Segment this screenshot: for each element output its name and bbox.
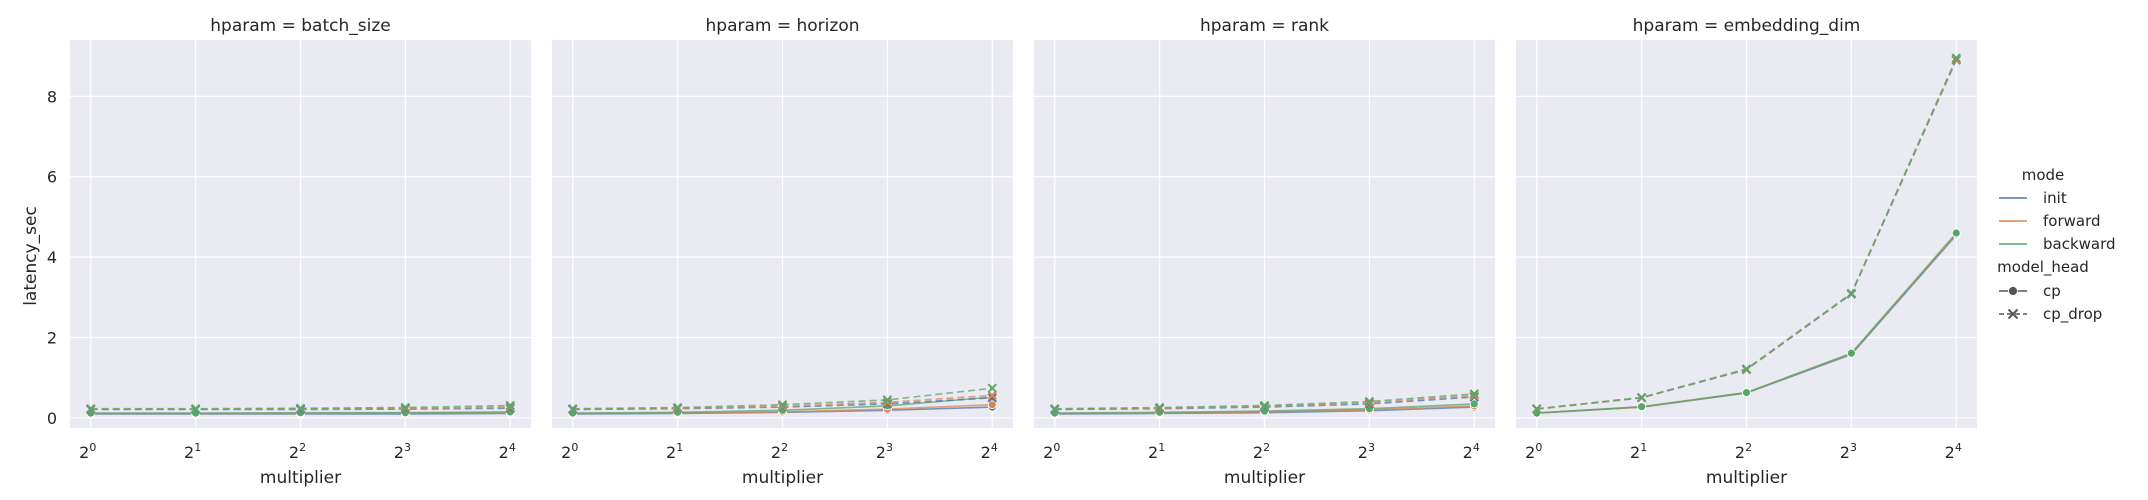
panel-title: hparam = rank	[1200, 16, 1329, 36]
x-axis-label: multiplier	[1706, 468, 1787, 488]
y-tick-label: 4	[47, 248, 57, 267]
data-point-backward-cp_drop	[1636, 392, 1647, 403]
facet-panel: hparam = horizon 20 21 22 23 24 multiplier	[552, 16, 1013, 488]
panel-title: hparam = batch_size	[210, 16, 390, 36]
data-point-backward-cp_drop	[777, 399, 788, 410]
panel-title: hparam = embedding_dim	[1633, 16, 1861, 36]
x-axis-label: multiplier	[260, 468, 341, 488]
panel-title: hparam = horizon	[706, 16, 860, 36]
legend-item-cp_drop: cp_drop	[2043, 305, 2102, 324]
y-tick-label: 8	[47, 87, 57, 106]
data-point-backward-cp	[1469, 399, 1479, 409]
facet-panel: hparam = embedding_dim 20 21 22 23 24 multipli…	[1516, 16, 1977, 488]
legend-item-forward: forward	[2043, 212, 2101, 230]
data-point-init-cp_drop	[1469, 392, 1479, 402]
data-point-forward-cp_drop	[505, 402, 515, 412]
data-point-backward-cp_drop	[1951, 53, 1961, 63]
x-tick-label: 22	[289, 441, 306, 462]
legend-hue-items: init forward backward	[1999, 189, 2116, 253]
x-axis-label: multiplier	[742, 468, 823, 488]
data-point-backward-cp_drop	[1469, 389, 1479, 399]
x-tick-label: 23	[1358, 441, 1375, 462]
data-point-init-cp_drop	[987, 393, 997, 403]
data-point-forward-cp_drop	[777, 401, 788, 411]
y-tick-label: 6	[47, 168, 57, 187]
data-point-forward-cp_drop	[1469, 390, 1479, 401]
x-tick-label: 22	[1735, 441, 1752, 462]
data-point-backward-cp_drop	[86, 403, 96, 414]
legend-style-items: cp cp_drop	[1999, 282, 2102, 324]
x-tick-label: 20	[561, 441, 578, 462]
data-point-backward-cp_drop	[505, 400, 515, 411]
y-axis-label: latency_sec	[21, 206, 41, 306]
x-axis-label: multiplier	[1224, 468, 1305, 488]
facet-panel: hparam = rank 20 21 22 23 24 multiplier	[1034, 16, 1495, 488]
legend-item-init: init	[2043, 189, 2067, 207]
data-point-backward-cp_drop	[1154, 402, 1165, 413]
legend-marker-cp	[2008, 286, 2018, 296]
legend-style-title: model_head	[1997, 258, 2089, 277]
x-tick-label: 21	[1630, 441, 1647, 462]
data-point-backward-cp_drop	[882, 395, 893, 405]
x-tick-label: 23	[394, 441, 411, 462]
x-tick-label: 20	[1525, 441, 1542, 462]
data-point-backward-cp_drop	[568, 403, 578, 414]
x-tick-label: 24	[981, 441, 998, 462]
data-point-backward-cp_drop	[1050, 403, 1060, 414]
x-tick-label: 22	[771, 441, 788, 462]
data-point-backward-cp	[1951, 228, 1961, 238]
legend-item-backward: backward	[2043, 235, 2116, 253]
x-tick-label: 21	[666, 441, 683, 462]
data-point-backward-cp_drop	[1741, 364, 1752, 374]
y-tick-label: 0	[47, 409, 57, 428]
x-tick-label: 20	[1043, 441, 1060, 462]
data-point-backward-cp_drop	[400, 402, 411, 413]
x-tick-label: 24	[499, 441, 516, 462]
data-point-backward-cp_drop	[1846, 288, 1857, 299]
x-tick-label: 24	[1945, 441, 1962, 462]
x-tick-label: 21	[184, 441, 201, 462]
data-point-backward-cp_drop	[295, 403, 306, 414]
x-tick-label: 20	[79, 441, 96, 462]
y-tick-label: 2	[47, 329, 57, 348]
data-point-backward-cp_drop	[987, 383, 997, 393]
x-tick-label: 22	[1253, 441, 1270, 462]
data-point-forward-cp_drop	[987, 390, 997, 401]
legend-item-cp: cp	[2043, 282, 2061, 300]
data-point-backward-cp_drop	[1259, 400, 1270, 411]
data-point-backward-cp	[1742, 388, 1751, 398]
data-point-backward-cp_drop	[1364, 396, 1375, 407]
data-point-backward-cp_drop	[1532, 403, 1542, 414]
data-point-backward-cp_drop	[672, 402, 683, 413]
x-tick-label: 21	[1148, 441, 1165, 462]
x-tick-label: 24	[1463, 441, 1480, 462]
legend-hue-title: mode	[2022, 166, 2065, 184]
legend-marker-cp_drop	[2007, 308, 2019, 320]
x-tick-label: 23	[876, 441, 893, 462]
data-point-backward-cp_drop	[190, 403, 201, 414]
data-point-backward-cp	[1846, 348, 1856, 358]
x-tick-label: 23	[1840, 441, 1857, 462]
data-point-backward-cp	[1637, 402, 1647, 412]
